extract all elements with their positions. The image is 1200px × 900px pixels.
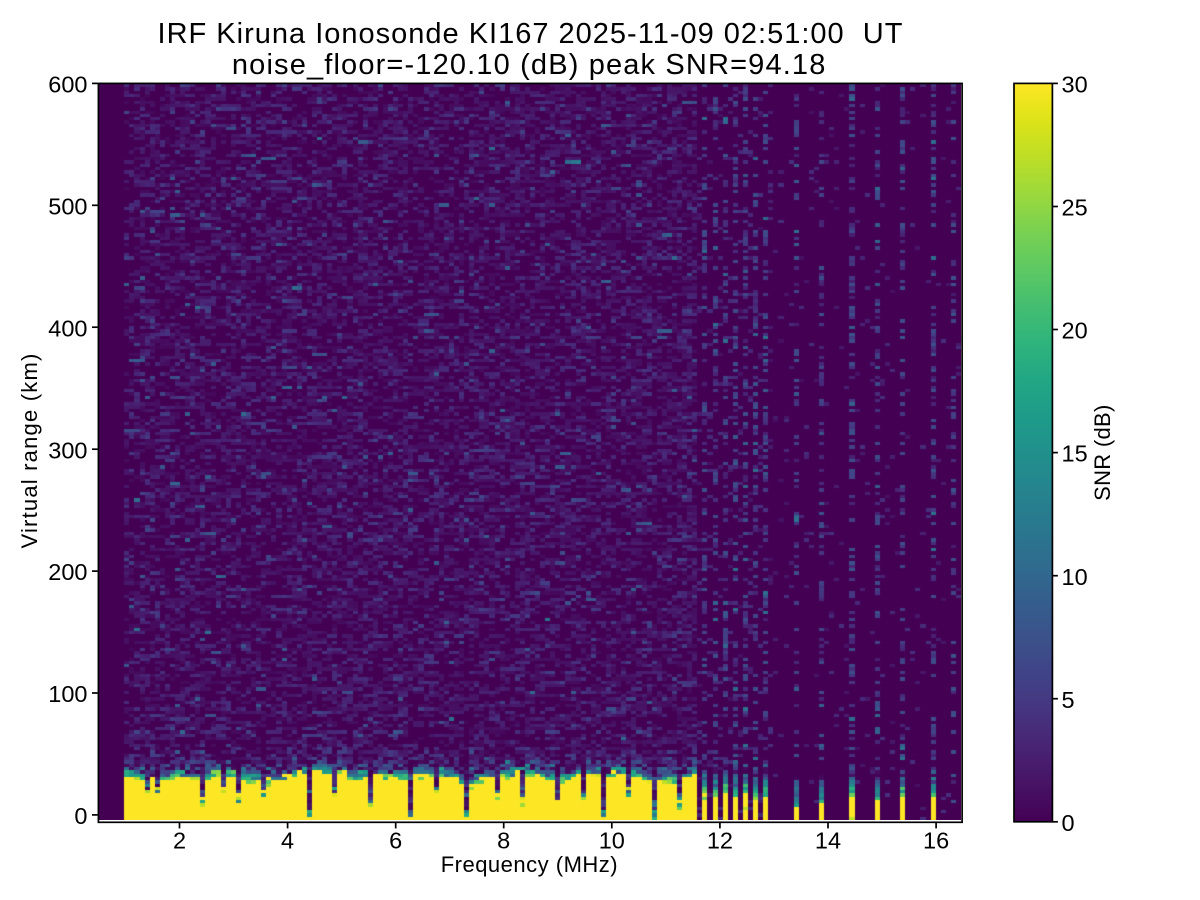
svg-text:300: 300 (48, 437, 87, 463)
svg-text:5: 5 (1062, 687, 1075, 713)
svg-text:30: 30 (1062, 72, 1088, 98)
svg-text:Virtual range (km): Virtual range (km) (17, 352, 42, 548)
svg-text:6: 6 (389, 828, 402, 854)
svg-text:SNR (dB): SNR (dB) (1090, 404, 1115, 501)
svg-text:Frequency (MHz): Frequency (MHz) (441, 852, 618, 877)
svg-text:600: 600 (48, 72, 87, 98)
svg-text:12: 12 (707, 828, 733, 854)
svg-text:25: 25 (1062, 195, 1088, 221)
svg-text:10: 10 (1062, 564, 1088, 590)
svg-text:10: 10 (599, 828, 625, 854)
svg-text:200: 200 (48, 559, 87, 585)
svg-text:500: 500 (48, 193, 87, 219)
svg-text:14: 14 (815, 828, 841, 854)
svg-text:4: 4 (281, 828, 294, 854)
svg-text:8: 8 (497, 828, 510, 854)
svg-text:0: 0 (1062, 810, 1075, 836)
svg-text:noise_floor=-120.10 (dB) peak: noise_floor=-120.10 (dB) peak SNR=94.18 (232, 49, 827, 81)
svg-text:400: 400 (48, 315, 87, 341)
svg-text:2: 2 (173, 828, 186, 854)
svg-text:100: 100 (48, 681, 87, 707)
svg-text:20: 20 (1062, 318, 1088, 344)
svg-text:0: 0 (74, 803, 87, 829)
svg-text:IRF Kiruna Ionosonde KI167 202: IRF Kiruna Ionosonde KI167 2025-11-09 02… (158, 18, 904, 50)
svg-text:15: 15 (1062, 441, 1088, 467)
svg-text:16: 16 (923, 828, 949, 854)
